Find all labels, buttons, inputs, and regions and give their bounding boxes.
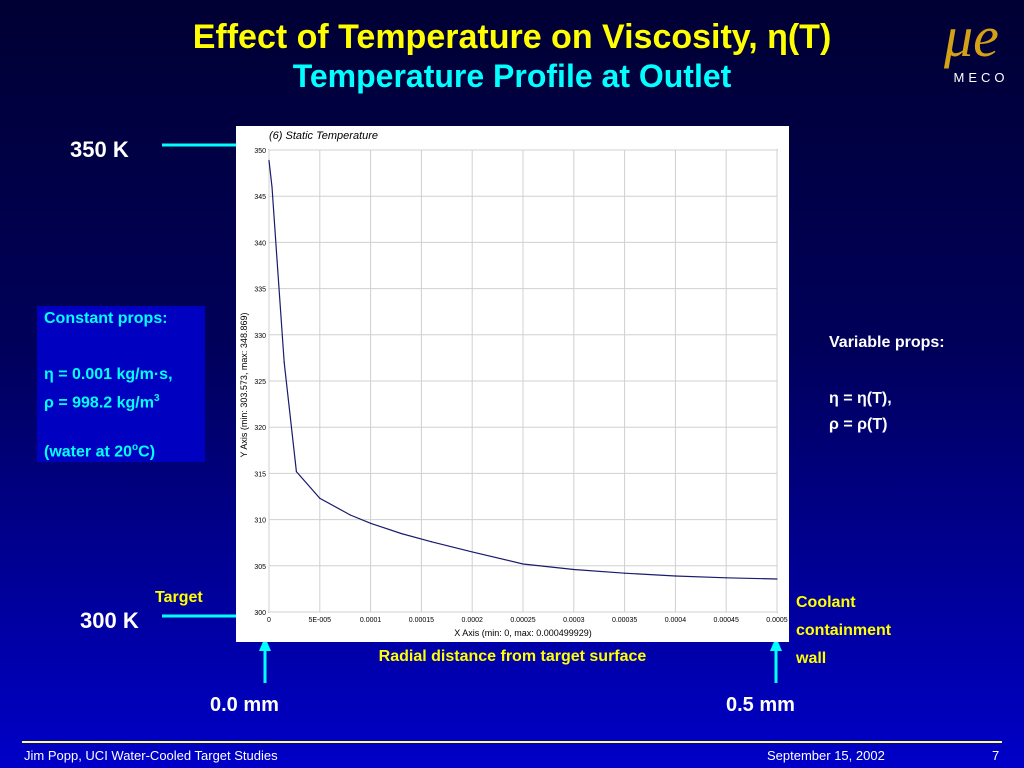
chart-y-tick-label: 310: [254, 518, 266, 525]
chart-x-tick-label: 0.00015: [409, 617, 434, 624]
constant-props-heading: Constant props:: [44, 310, 168, 327]
chart-y-tick-label: 320: [254, 425, 266, 432]
constant-props-box: Constant props: η = 0.001 kg/m·s, ρ = 99…: [37, 306, 205, 462]
chart-data-point: [268, 159, 270, 162]
chart-x-tick-label: 5E-005: [309, 617, 332, 624]
slide-subtitle: Temperature Profile at Outlet: [292, 58, 732, 94]
chart-x-tick-label: 0.0005: [766, 617, 788, 624]
chart-y-axis-label: Y Axis (min: 303.573, max: 348.869): [239, 313, 249, 458]
chart-x-tick-label: 0.0001: [360, 617, 382, 624]
chart-x-tick-label: 0.0002: [461, 617, 483, 624]
variable-props-heading: Variable props:: [829, 334, 945, 351]
footer-left: Jim Popp, UCI Water-Cooled Target Studie…: [24, 748, 278, 763]
chart-x-axis-label: X Axis (min: 0, max: 0.000499929): [454, 628, 592, 638]
chart-data-point: [624, 572, 626, 574]
arrow-up-left: [259, 637, 271, 683]
variable-props: Variable props: η = η(T), ρ = ρ(T): [829, 330, 1009, 450]
variable-props-eta: η = η(T),: [829, 390, 892, 407]
chart-data-point: [349, 514, 351, 516]
chart-data-point: [283, 361, 285, 364]
label-coolant-line-1: Coolant: [796, 594, 856, 611]
chart-data-point: [370, 522, 372, 524]
chart-y-tick-label: 325: [254, 379, 266, 386]
chart-data-point: [573, 568, 575, 571]
logo-mark: μe: [943, 4, 999, 69]
chart-x-tick-label: 0.00025: [510, 617, 535, 624]
constant-props-water-prefix: (water at 20: [44, 443, 133, 461]
chart-grid: [268, 149, 778, 613]
chart-y-tick-label: 345: [254, 194, 266, 201]
chart-y-tick-label: 340: [254, 240, 266, 247]
chart-y-tick-label: 330: [254, 333, 266, 340]
arrow-up-right: [770, 637, 782, 683]
label-350k: 350 K: [70, 137, 129, 162]
chart-data-point: [400, 532, 402, 535]
chart-x-tick-label: 0: [267, 617, 271, 624]
chart-data-point: [776, 578, 778, 580]
footer-date: September 15, 2002: [767, 748, 885, 763]
chart-x-tick-label: 0.0003: [563, 617, 585, 624]
meco-logo: μe MECO: [943, 4, 1009, 85]
chart-y-tick-label: 305: [254, 564, 266, 571]
chart-y-tick-label: 350: [254, 148, 266, 155]
footer-divider: [22, 741, 1002, 743]
constant-props-water: (water at 20oC): [44, 442, 155, 461]
constant-props-rho-sup: 3: [153, 393, 160, 404]
chart-y-tick-label: 300: [254, 610, 266, 617]
chart-ticks: 0 5E-005 0.0001 0.00015 0.0002 0.00025 0.0003 0…: [254, 148, 787, 624]
chart-y-tick-label: 315: [254, 471, 266, 478]
label-300k: 300 K: [80, 608, 139, 633]
chart-data-point: [471, 551, 473, 553]
chart-title: (6) Static Temperature: [269, 130, 378, 142]
temperature-plot: (6) Static Temperature Y Axis (min: 303.…: [236, 126, 789, 642]
chart-y-tick-label: 335: [254, 287, 266, 294]
chart-x-tick-label: 0.00035: [612, 617, 637, 624]
logo-text: MECO: [954, 70, 1009, 85]
chart-data-point: [319, 497, 321, 499]
chart-series: [268, 159, 778, 580]
label-target: Target: [155, 589, 203, 606]
label-05mm: 0.5 mm: [726, 694, 795, 716]
footer-page: 7: [992, 748, 1000, 763]
label-coolant-line-3: wall: [796, 650, 827, 667]
chart-data-point: [674, 575, 676, 577]
chart-data-point: [522, 563, 524, 565]
chart-data-point: [295, 470, 298, 473]
chart-data-point: [271, 186, 273, 188]
constant-props-rho-text: ρ = 998.2 kg/m: [44, 394, 154, 412]
constant-props-water-suffix: C): [138, 443, 156, 461]
label-coolant-wall: Coolant containment wall: [796, 589, 891, 673]
constant-props-rho: ρ = 998.2 kg/m3: [44, 393, 160, 412]
constant-props-water-sup: o: [132, 442, 139, 453]
label-0mm: 0.0 mm: [210, 694, 279, 716]
variable-props-rho: ρ = ρ(T): [829, 416, 888, 433]
chart-data-point: [430, 541, 433, 543]
label-radial-distance: Radial distance from target surface: [378, 648, 647, 665]
chart-svg: (6) Static Temperature Y Axis (min: 303.…: [239, 130, 788, 638]
chart-x-tick-label: 0.0004: [665, 617, 687, 624]
chart-data-point: [725, 577, 727, 579]
chart-x-tick-label: 0.00045: [714, 617, 739, 624]
label-coolant-line-2: containment: [796, 622, 892, 639]
slide-title: Effect of Temperature on Viscosity, η(T): [192, 18, 832, 56]
chart-data-point: [276, 260, 278, 262]
constant-props-eta: η = 0.001 kg/m·s,: [44, 366, 173, 383]
